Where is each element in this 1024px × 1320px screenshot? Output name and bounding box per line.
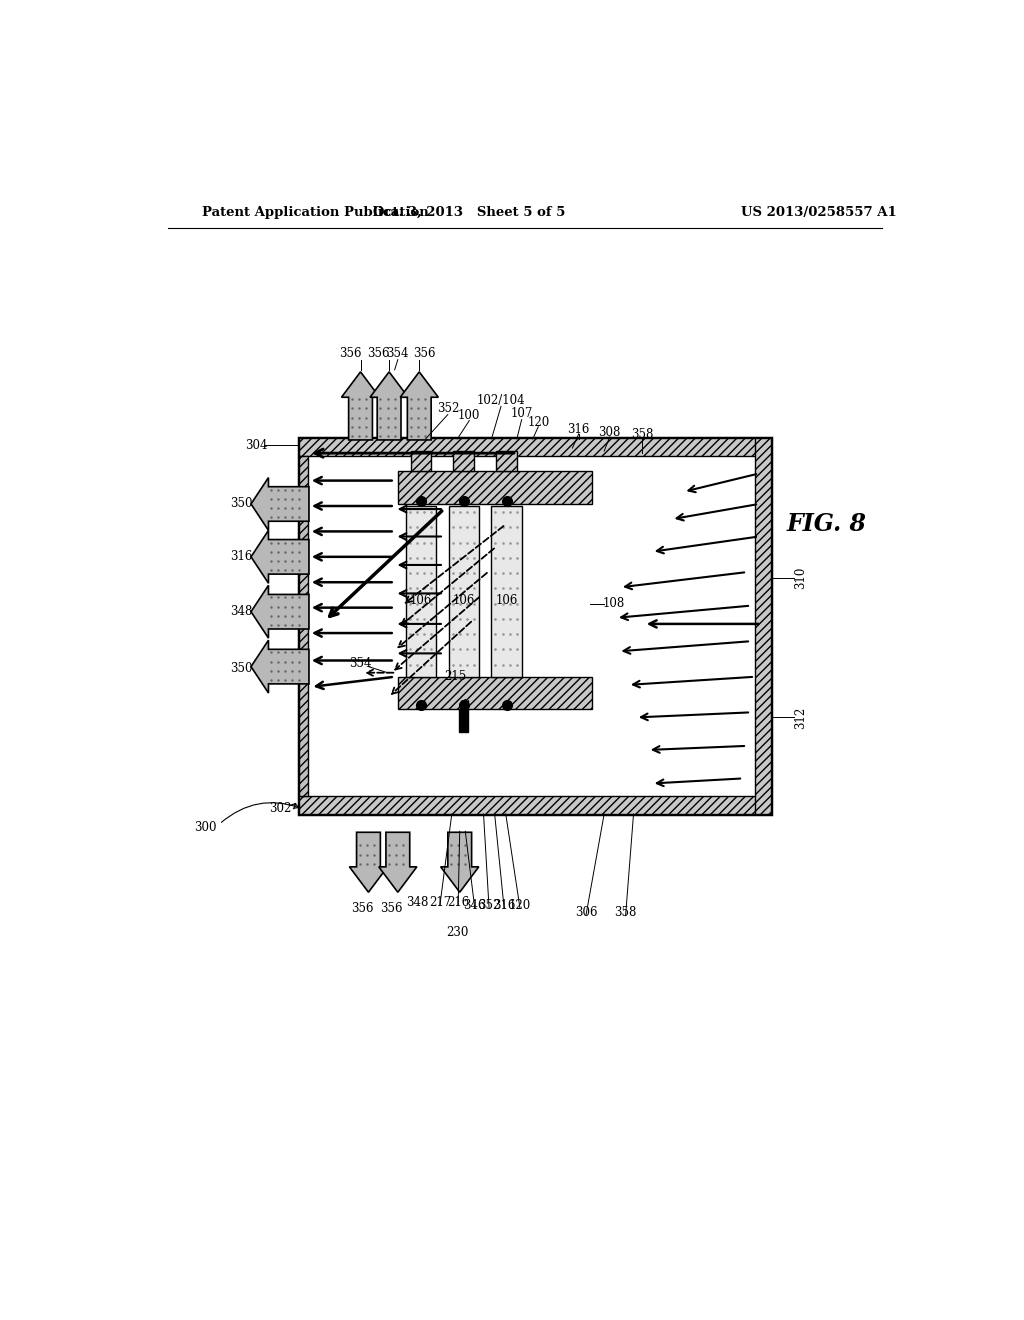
Text: 106: 106 [453, 594, 475, 607]
Bar [299, 438, 771, 457]
Bar [449, 506, 479, 677]
Bar [397, 471, 592, 504]
Text: 106: 106 [410, 594, 432, 607]
Bar [406, 506, 436, 677]
Text: 107: 107 [510, 407, 532, 420]
Text: US 2013/0258557 A1: US 2013/0258557 A1 [740, 206, 896, 219]
Text: 217: 217 [429, 896, 451, 909]
Bar [299, 796, 771, 814]
Text: 352: 352 [436, 401, 459, 414]
Text: 348: 348 [230, 605, 253, 618]
Text: 356: 356 [351, 902, 374, 915]
Bar [459, 709, 468, 731]
Text: 215: 215 [444, 671, 467, 684]
Text: 356: 356 [413, 347, 435, 360]
Text: 310: 310 [794, 568, 807, 589]
Text: 346: 346 [464, 899, 486, 912]
Text: 108: 108 [602, 597, 625, 610]
Bar [397, 677, 592, 709]
Text: FIG. 8: FIG. 8 [786, 512, 866, 536]
Text: 100: 100 [458, 409, 480, 422]
Bar [755, 438, 771, 814]
FancyArrow shape [440, 833, 479, 892]
Text: 350: 350 [230, 498, 253, 511]
FancyArrow shape [400, 372, 438, 440]
Bar [411, 451, 431, 471]
Bar [454, 451, 474, 471]
Bar [497, 451, 517, 471]
Text: 102/104: 102/104 [477, 393, 525, 407]
Text: 350: 350 [230, 663, 253, 675]
Text: 216: 216 [447, 896, 469, 909]
FancyArrow shape [251, 478, 309, 531]
FancyArrow shape [251, 640, 309, 693]
Text: 230: 230 [446, 927, 469, 940]
Text: 356: 356 [380, 902, 402, 915]
Text: 356: 356 [368, 347, 390, 360]
Text: 120: 120 [527, 416, 550, 429]
Text: Oct. 3, 2013   Sheet 5 of 5: Oct. 3, 2013 Sheet 5 of 5 [373, 206, 565, 219]
Text: 348: 348 [407, 896, 429, 909]
Text: 300: 300 [195, 821, 217, 834]
Text: 316: 316 [567, 424, 590, 437]
Text: 306: 306 [574, 906, 597, 919]
FancyArrow shape [370, 372, 409, 440]
Text: 358: 358 [631, 429, 653, 441]
Text: 316: 316 [493, 899, 515, 912]
Text: 302: 302 [269, 803, 292, 816]
Text: 354: 354 [349, 657, 372, 671]
FancyArrow shape [341, 372, 380, 440]
FancyArrow shape [251, 531, 309, 583]
Text: 316: 316 [230, 550, 253, 564]
Text: 308: 308 [598, 426, 621, 440]
Text: Patent Application Publication: Patent Application Publication [202, 206, 429, 219]
Text: 120: 120 [509, 899, 531, 912]
Text: 354: 354 [387, 347, 409, 360]
Text: 352: 352 [478, 899, 501, 912]
FancyArrow shape [349, 833, 387, 892]
Text: 356: 356 [339, 347, 361, 360]
Text: 304: 304 [246, 438, 268, 451]
Bar [299, 457, 308, 796]
Text: 106: 106 [496, 594, 518, 607]
Bar [299, 438, 771, 814]
FancyArrow shape [251, 585, 309, 638]
FancyArrow shape [379, 833, 417, 892]
Text: 312: 312 [794, 706, 807, 729]
Text: 358: 358 [614, 906, 637, 919]
Bar [492, 506, 521, 677]
